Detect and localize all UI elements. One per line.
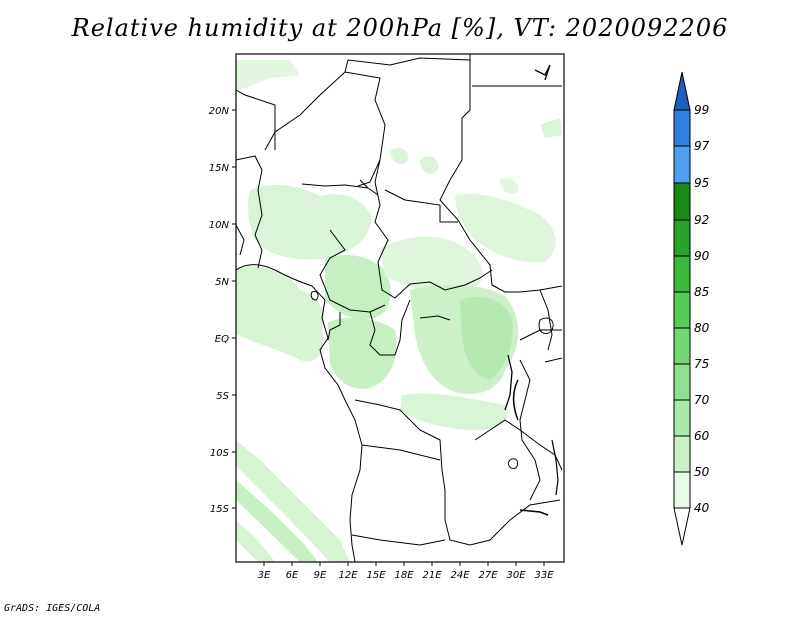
lat-label: 5S <box>216 391 229 402</box>
lat-label: 10N <box>209 220 230 231</box>
colorbar-segment <box>673 399 691 437</box>
colorbar-segment <box>673 109 691 147</box>
colorbar-label: 99 <box>694 103 709 117</box>
lat-label: 15N <box>209 163 230 174</box>
lon-label: 12E <box>338 570 358 581</box>
colorbar-label: 75 <box>694 357 709 371</box>
colorbar-label: 70 <box>694 393 710 407</box>
colorbar-label: 97 <box>694 139 710 153</box>
colorbar-label: 40 <box>694 501 710 515</box>
lon-label: 18E <box>394 570 414 581</box>
colorbar-segment <box>673 435 691 473</box>
colorbar-top-arrow <box>673 71 691 111</box>
lon-label: 15E <box>366 570 386 581</box>
lon-label: 27E <box>478 570 498 581</box>
lon-label: 30E <box>506 570 526 581</box>
grads-credit: GrADS: IGES/COLA <box>4 603 101 614</box>
lat-label: EQ <box>215 334 229 345</box>
country-borders <box>235 54 563 563</box>
colorbar-segment <box>673 255 691 293</box>
lon-label: 9E <box>314 570 327 581</box>
colorbar-label: 60 <box>694 429 710 443</box>
colorbar-bottom-arrow <box>673 507 691 546</box>
lat-label: 5N <box>215 277 229 288</box>
colorbar-label: 50 <box>694 465 710 479</box>
colorbar-label: 95 <box>694 176 709 190</box>
colorbar-segment <box>673 363 691 401</box>
colorbar-label: 80 <box>694 321 710 335</box>
colorbar-label: 92 <box>694 213 709 227</box>
humidity-shading <box>236 60 562 562</box>
colorbar-label: 85 <box>694 285 709 299</box>
lat-label: 10S <box>210 448 230 459</box>
lat-label: 20N <box>209 106 230 117</box>
colorbar-segment <box>673 145 691 184</box>
colorbar-segment <box>673 291 691 329</box>
lon-label: 33E <box>534 570 554 581</box>
map-title: Relative humidity at 200hPa [%], VT: 202… <box>71 14 729 42</box>
lon-label: 21E <box>422 570 442 581</box>
colorbar-segment <box>673 327 691 365</box>
colorbar-segment <box>673 182 691 221</box>
lon-label: 24E <box>450 570 470 581</box>
lat-label: 15S <box>210 504 230 515</box>
colorbar-segment <box>673 219 691 257</box>
colorbar: 40 50 60 70 75 80 85 90 92 95 97 99 <box>673 71 710 546</box>
colorbar-segment <box>673 471 691 509</box>
lon-label: 6E <box>286 570 299 581</box>
latitude-labels: 20N 15N 10N 5N EQ 5S 10S 15S <box>209 106 230 515</box>
lon-label: 3E <box>258 570 271 581</box>
map-frame <box>235 53 565 563</box>
longitude-labels: 3E 6E 9E 12E 15E 18E 21E 24E 27E 30E 33E <box>258 570 555 581</box>
colorbar-label: 90 <box>694 249 710 263</box>
map-tick-marks <box>232 109 545 566</box>
